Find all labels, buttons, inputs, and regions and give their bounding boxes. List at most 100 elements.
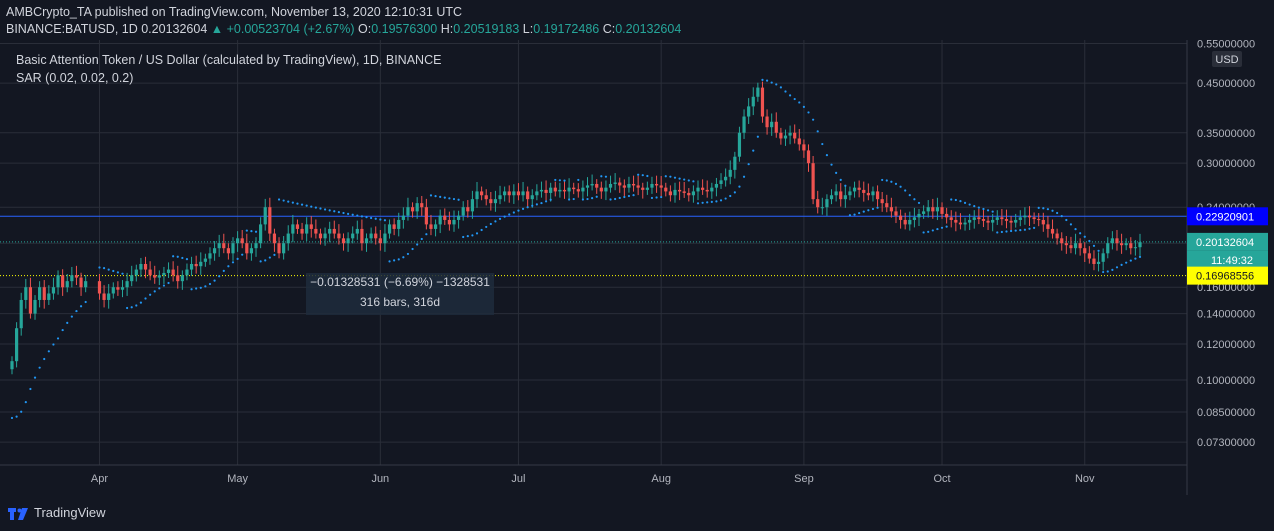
x-tick-label: Nov	[1075, 473, 1095, 485]
candle-body	[56, 275, 60, 288]
candle-body	[903, 219, 907, 225]
candle-body	[535, 191, 539, 196]
sar-dot	[812, 118, 815, 121]
time-axis[interactable]: Apr May Jun Jul Aug Sep Oct Nov	[0, 464, 1187, 485]
sar-dot	[1129, 259, 1132, 262]
candle-body	[526, 191, 530, 200]
sar-dot	[1046, 208, 1050, 211]
candle-body	[825, 199, 829, 208]
candle-body	[608, 183, 613, 188]
candle-body	[369, 233, 373, 239]
sar-dot	[116, 271, 119, 274]
grid	[0, 40, 1187, 465]
candle-body	[272, 233, 277, 244]
candle-body	[180, 275, 184, 282]
candle-body	[1014, 219, 1018, 223]
candle-body	[696, 187, 700, 192]
sar-dot	[563, 179, 566, 182]
sar-dot	[434, 195, 437, 198]
candle-body	[562, 189, 567, 192]
currency-badge	[1212, 51, 1242, 67]
sar-dot	[452, 197, 456, 201]
candle-body	[760, 87, 765, 117]
sar-dot	[10, 416, 14, 420]
candle-body	[1083, 248, 1087, 254]
chart-area[interactable]: −0.01328531 (−6.69%) −1328531 316 bars, …	[0, 39, 1274, 495]
candle-body	[1032, 217, 1036, 220]
sar-dot	[494, 220, 497, 223]
candle-body	[332, 228, 336, 234]
sar-dot	[1138, 255, 1142, 258]
sar-dot	[66, 321, 69, 324]
candle-body	[659, 185, 663, 188]
candle-body	[816, 199, 820, 208]
sar-dot	[959, 200, 962, 203]
candle-body	[880, 199, 884, 204]
candle-body	[166, 269, 171, 273]
sar-dot	[448, 197, 451, 200]
sar-dot	[319, 207, 322, 210]
sar-dot	[241, 253, 244, 256]
sar-dot	[544, 200, 548, 203]
sar-dot	[973, 205, 976, 208]
sar-dot	[323, 208, 327, 211]
candle-body	[793, 132, 797, 139]
candle-body	[1087, 253, 1091, 259]
candle-body	[309, 224, 313, 229]
sar-dot	[310, 205, 313, 208]
sar-dot	[936, 227, 939, 231]
sar-dot	[632, 194, 635, 197]
sar-dot	[696, 202, 700, 205]
candle-body	[636, 185, 640, 188]
sar-dot	[609, 198, 612, 201]
candle-body	[779, 132, 783, 139]
candle-body	[24, 287, 28, 300]
candlestick-chart[interactable]: −0.01328531 (−6.69%) −1328531 316 bars, …	[0, 39, 1274, 495]
candle-body	[516, 191, 521, 196]
sar-dot	[213, 279, 216, 282]
candle-body	[277, 243, 281, 254]
candle-body	[305, 224, 309, 234]
candle-body	[461, 207, 465, 216]
candle-body	[1101, 253, 1105, 262]
sar-dot	[406, 252, 410, 256]
candle-body	[875, 191, 880, 200]
candle-body	[885, 203, 889, 208]
candle-body	[143, 263, 148, 270]
candle-body	[222, 243, 226, 249]
candle-body	[208, 253, 212, 259]
candle-body	[397, 219, 401, 229]
sar-dot	[798, 101, 801, 104]
sar-legend[interactable]: SAR (0.02, 0.02, 0.2)	[16, 71, 133, 85]
sar-dot	[931, 229, 934, 232]
x-tick-label: Aug	[651, 473, 671, 485]
candle-body	[438, 215, 442, 225]
measure-tool[interactable]: −0.01328531 (−6.69%) −1328531 316 bars, …	[306, 273, 494, 315]
candle-body	[176, 275, 180, 282]
candle-body	[935, 207, 940, 212]
candle-body	[420, 203, 424, 208]
sar-dot	[227, 265, 230, 268]
candles	[10, 81, 1142, 375]
sar-dot	[1115, 266, 1119, 269]
low-value: 0.19172486	[533, 22, 600, 36]
candle-body	[917, 213, 921, 218]
sar-dot	[489, 222, 492, 226]
sar-dot	[56, 337, 60, 340]
candle-body	[10, 361, 14, 370]
sar-dot	[512, 211, 515, 214]
sar-dot	[1023, 228, 1026, 231]
sar-dot	[135, 304, 138, 307]
candle-body	[387, 224, 392, 234]
candle-body	[862, 189, 866, 193]
sar-dot	[218, 275, 221, 278]
sar-dot	[342, 211, 345, 215]
candle-body	[926, 207, 930, 212]
candle-body	[852, 187, 857, 192]
sar-dot	[1033, 226, 1036, 229]
countdown-box	[1187, 250, 1268, 269]
sar-dot	[190, 288, 193, 291]
sar-dot	[618, 196, 621, 200]
sar-dot	[254, 230, 258, 233]
candle-body	[949, 217, 953, 220]
